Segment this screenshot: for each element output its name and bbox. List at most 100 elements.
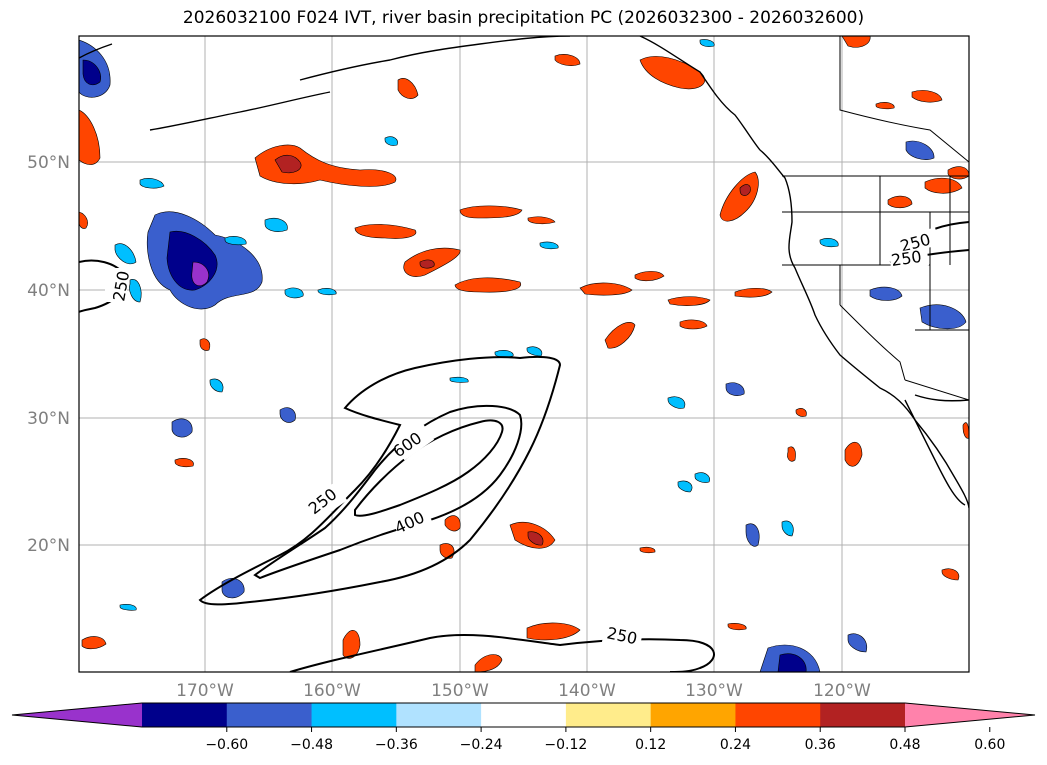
colorbar-tick-label: −0.60 — [205, 737, 248, 753]
pos-blob-45n-b — [459, 205, 523, 219]
pos-blob-ne-1 — [924, 177, 963, 194]
neg-light-15 — [384, 136, 398, 146]
pos-blob-45n-c — [527, 216, 556, 225]
pos-blob-ne-2 — [947, 166, 969, 180]
neg-light-2 — [114, 243, 137, 265]
pos-blob-s-14 — [174, 458, 194, 468]
ivt-400 — [253, 404, 523, 580]
negative-anomalies — [79, 39, 967, 672]
pos-blob-s-7 — [81, 636, 107, 650]
coastlines — [79, 36, 969, 509]
lon-label-120w: 120°W — [813, 681, 871, 701]
neg-light-3 — [129, 279, 142, 303]
aleutian-chain — [149, 91, 331, 131]
pos-blob-alaska-b — [841, 36, 871, 48]
baja-coast — [904, 399, 966, 506]
colorbar-segment — [142, 703, 228, 727]
lon-label-130w: 130°W — [685, 681, 743, 701]
colorbar-segment — [735, 703, 821, 727]
neg-light-12 — [781, 520, 794, 537]
pos-blob-s-15 — [962, 422, 969, 439]
contour-label-250-west: 250 — [109, 269, 133, 302]
pos-blob-s-9 — [787, 446, 796, 462]
positive-anomalies — [79, 36, 969, 672]
pos-blob-35n — [604, 321, 636, 349]
pos-blob-s-10 — [639, 546, 656, 554]
pos-blob-40n-b — [579, 282, 633, 296]
lon-label-150w: 150°W — [431, 681, 489, 701]
colorbar-tick-label: 0.48 — [889, 737, 920, 753]
neg-light-7 — [494, 350, 514, 358]
colorbar: −0.60 −0.48 −0.36 −0.24 −0.12 0.12 0.24 0.36 0.4… — [11, 702, 1036, 753]
pos-blob-38n — [667, 296, 711, 306]
pos-blob-ne-4 — [911, 90, 943, 103]
pos-blob-bc — [639, 56, 706, 90]
colorbar-tick-label: 0.36 — [805, 737, 836, 753]
colorbar-tick-label: 0.60 — [974, 737, 1005, 753]
map-title: 2026032100 F024 IVT, river basin precipi… — [182, 8, 865, 28]
contour-labels: 250 250 400 600 250 250 250 — [105, 227, 940, 654]
neg-blob-6 — [847, 633, 868, 653]
lon-label-160w: 160°W — [303, 681, 361, 701]
neg-blob-east-2 — [869, 286, 903, 301]
colorbar-outline — [11, 702, 1036, 728]
neg-light-13 — [224, 236, 247, 246]
colorbar-tick-label: −0.24 — [460, 737, 503, 753]
pos-blob-s-8 — [844, 442, 863, 467]
neg-light-1 — [139, 178, 165, 189]
nw-inlet — [79, 43, 113, 59]
neg-light-10 — [667, 396, 686, 409]
colorbar-extend-min — [12, 703, 142, 727]
colorbar-segment — [820, 703, 906, 727]
lon-label-140w: 140°W — [558, 681, 616, 701]
latitude-labels: 50°N 40°N 30°N 20°N — [27, 153, 70, 556]
pos-blob-50n — [254, 144, 397, 187]
pos-blob-ne-5 — [875, 102, 895, 110]
pos-blob-s-2 — [526, 622, 581, 641]
pos-blob-s-11 — [554, 54, 581, 66]
colorbar-tick-label: 0.24 — [720, 737, 751, 753]
pos-blob-s-12 — [941, 568, 960, 581]
pos-blob-40n-a — [454, 277, 522, 293]
alaska-coast — [299, 36, 571, 81]
neg-blob-1 — [171, 418, 193, 438]
neg-light-20 — [209, 378, 224, 393]
neg-light-19 — [119, 604, 137, 611]
pos-blob-38n-b — [734, 287, 773, 298]
neg-light-11 — [694, 472, 710, 483]
pos-blob-42n-core — [419, 259, 435, 269]
colorbar-segment — [226, 703, 313, 727]
north-american-coast — [639, 36, 969, 509]
neg-blob-hawaii-north-center — [191, 261, 209, 287]
pos-blob-coast-wa — [719, 171, 759, 222]
pos-blob-40n-c — [634, 271, 665, 282]
neg-light-5 — [317, 288, 337, 296]
colorbar-extend-max — [905, 703, 1035, 727]
neg-light-8 — [526, 346, 543, 357]
pos-blob-s-6 — [444, 515, 461, 532]
contour-label-250-ne2: 250 — [890, 247, 923, 270]
colorbar-segment — [481, 703, 567, 727]
pos-blob-s-17 — [795, 408, 807, 417]
pos-blob-west-edge-2 — [79, 211, 88, 229]
ivt-250-south — [289, 634, 715, 672]
neg-blob-2 — [221, 578, 245, 599]
colorbar-segment — [650, 703, 736, 727]
neg-blob-3 — [279, 407, 296, 423]
longitude-labels: 170°W 160°W 150°W 140°W 130°W 120°W — [176, 681, 871, 701]
neg-blob-5 — [725, 382, 745, 396]
gridlines — [79, 36, 969, 672]
neg-light-9 — [539, 241, 559, 250]
pos-blob-45n-a — [354, 224, 417, 239]
lat-label-50n: 50°N — [27, 153, 70, 173]
neg-blob-east-1 — [919, 304, 967, 330]
colorbar-segment — [396, 703, 482, 727]
lat-label-20n: 20°N — [27, 536, 70, 556]
neg-blob-se-core — [777, 653, 807, 672]
lon-label-170w: 170°W — [176, 681, 234, 701]
sea-of-cortez — [914, 394, 969, 402]
lat-label-30n: 30°N — [27, 409, 70, 429]
pos-blob-west-edge — [79, 109, 101, 165]
colorbar-tick-label: 0.12 — [635, 737, 666, 753]
colorbar-tick-label: −0.36 — [375, 737, 418, 753]
